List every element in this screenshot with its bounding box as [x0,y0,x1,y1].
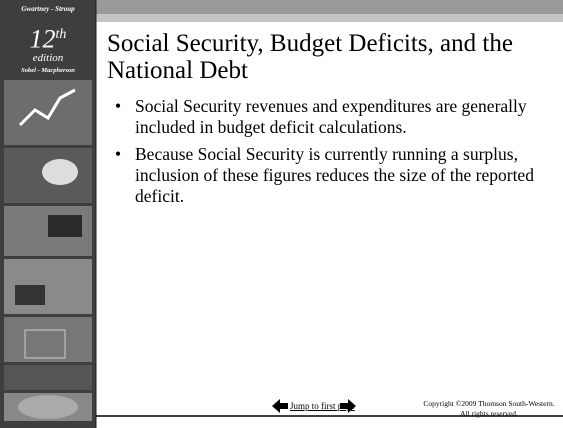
bullet: Social Security revenues and expenditure… [115,96,555,138]
edition-num: 12 [29,24,56,54]
top-band-light [96,14,563,22]
people-image [4,365,92,390]
chart-line [18,88,76,127]
top-band [96,0,563,14]
building-image [4,317,92,362]
copyright-line: Copyright ©2009 Thomson South-Western. [423,399,555,408]
prev-arrow[interactable] [272,399,288,413]
edition-suffix: th [55,27,67,42]
next-arrow[interactable] [340,399,356,413]
chart-image [4,80,92,145]
slide-title: Social Security, Budget Deficits, and th… [107,30,513,84]
copyright-line: All rights reserved. [460,409,518,418]
edition-number: 12th [0,22,96,53]
bullet-list: Social Security revenues and expenditure… [115,96,555,213]
first-page-link[interactable]: Jump to first page [290,401,355,411]
factory [15,285,45,305]
copyright: Copyright ©2009 Thomson South-Western. A… [418,399,560,419]
edition-word: edition [32,52,64,64]
bullet: Because Social Security is currently run… [115,144,555,207]
bull [48,215,82,237]
globe [18,395,78,419]
authors-bottom: Sobel - Macpherson [21,67,75,74]
pie [42,159,78,185]
authors-top: Gwartney - Stroup [21,5,75,13]
building [24,329,66,359]
